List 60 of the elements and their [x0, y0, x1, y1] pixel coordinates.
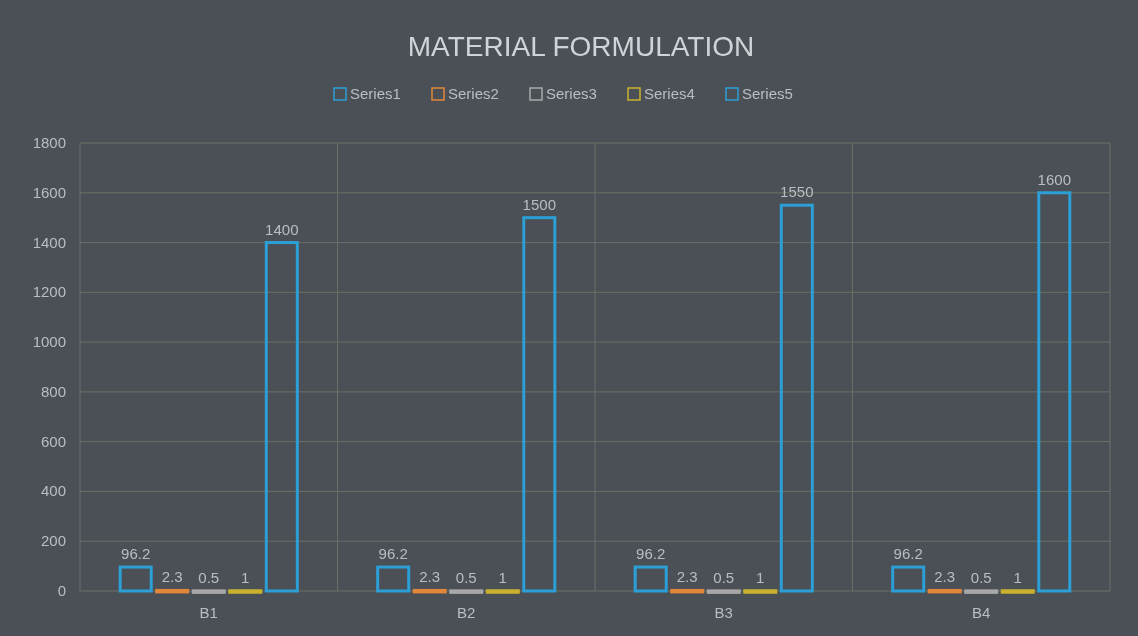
bar	[633, 565, 668, 593]
legend-label: Series4	[644, 85, 695, 102]
data-label: 1	[498, 568, 507, 586]
data-label: 1600	[1037, 170, 1071, 188]
data-label: 2.3	[419, 568, 441, 586]
bar	[228, 589, 263, 594]
x-tick-label: B4	[972, 604, 991, 621]
data-label: 1400	[265, 220, 299, 238]
y-tick-label: 1800	[32, 134, 66, 151]
bar	[927, 588, 962, 594]
y-tick-label: 400	[40, 482, 66, 500]
y-tick-label: 0	[57, 582, 66, 599]
bar	[670, 588, 705, 594]
data-label: 1	[1013, 568, 1022, 586]
bar	[743, 589, 778, 594]
y-tick-label: 800	[40, 382, 66, 400]
y-tick-label: 200	[40, 532, 66, 550]
data-label: 0.5	[198, 568, 220, 586]
bar	[522, 216, 557, 593]
bar	[264, 241, 299, 593]
y-tick-label: 600	[40, 432, 66, 450]
bar	[155, 588, 190, 594]
data-label: 0.5	[970, 568, 992, 586]
data-label: 2.3	[934, 568, 956, 586]
data-label: 96.2	[893, 545, 923, 563]
data-label: 96.2	[636, 545, 666, 563]
bar	[191, 589, 226, 594]
data-label: 0.5	[455, 568, 477, 586]
data-label: 2.3	[161, 568, 183, 586]
legend-label: Series5	[742, 85, 793, 102]
y-tick-label: 1400	[32, 233, 66, 251]
bar	[118, 565, 153, 593]
bar	[779, 203, 814, 593]
chart-title: MATERIAL FORMULATION	[407, 31, 755, 62]
legend-label: Series1	[350, 85, 401, 102]
bar	[964, 589, 999, 594]
data-label: 96.2	[121, 545, 151, 563]
y-tick-label: 1200	[32, 283, 66, 301]
data-label: 2.3	[676, 568, 698, 586]
data-label: 0.5	[713, 568, 735, 586]
bar	[412, 588, 447, 594]
bar	[1000, 589, 1035, 594]
bar	[376, 565, 411, 593]
x-tick-label: B1	[199, 604, 218, 621]
data-label: 1	[756, 568, 765, 586]
bar	[1037, 191, 1072, 593]
data-label: 96.2	[378, 545, 408, 563]
bar	[706, 589, 741, 594]
bar	[449, 589, 484, 594]
y-tick-label: 1600	[32, 183, 66, 201]
legend-label: Series3	[546, 85, 597, 102]
bar	[485, 589, 520, 594]
legend-label: Series2	[448, 85, 499, 102]
data-label: 1	[241, 568, 250, 586]
data-label: 1500	[522, 195, 556, 213]
x-tick-label: B2	[457, 604, 476, 621]
y-tick-label: 1000	[32, 333, 66, 351]
bar	[891, 565, 926, 593]
data-label: 1550	[780, 183, 814, 201]
x-tick-label: B3	[714, 604, 733, 621]
